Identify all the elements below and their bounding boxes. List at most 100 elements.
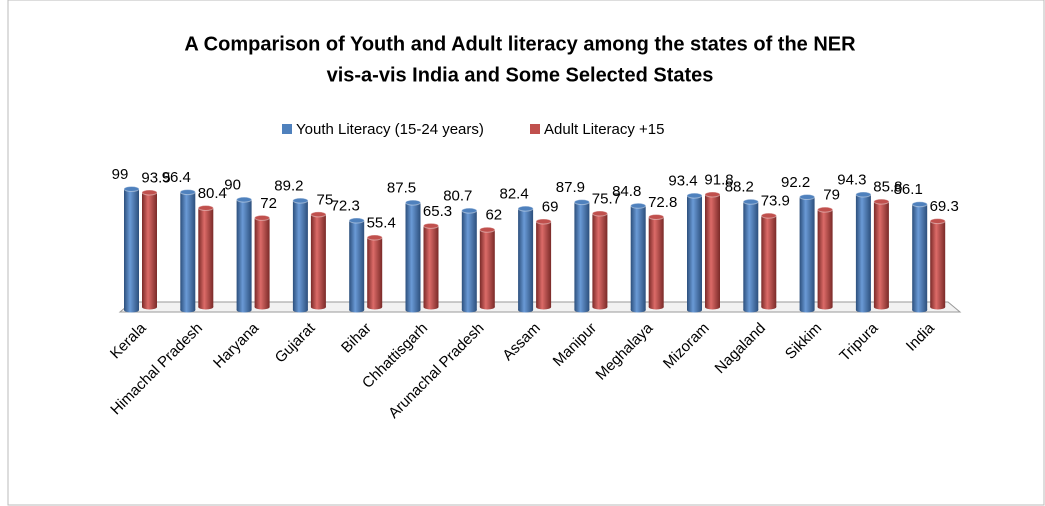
bar-top [310,211,327,218]
bar-top [648,213,665,220]
bar [592,213,608,307]
bar-base [761,304,777,310]
data-label: 72 [260,195,277,212]
legend-label: Adult Literacy +15 [544,121,665,138]
data-label: 82.4 [499,186,528,203]
data-label: 89.2 [274,178,303,195]
bar-base [124,307,139,313]
bar-base [912,307,928,313]
bar-base [180,307,196,313]
data-label: 65.3 [423,203,452,220]
data-label: 92.2 [781,174,810,191]
x-tick-label: Kerala [107,319,150,362]
x-tick-label: Meghalaya [592,319,656,383]
data-label: 86.1 [894,181,923,198]
bar-top [760,212,777,219]
bar-base [405,307,421,313]
bar-top [817,206,834,213]
bar [855,194,871,310]
data-label: 93.5 [141,169,170,186]
bar-top [236,196,253,203]
bar-base [817,304,833,310]
bar-top [855,191,872,198]
bar-base [648,304,664,310]
data-label: 87.9 [556,179,585,196]
bar [630,205,646,310]
x-tick-label: Gujarat [272,319,319,366]
legend-swatch [282,124,292,134]
bar-top [123,186,140,192]
data-label: 96.4 [162,169,191,186]
bar-base [873,304,889,310]
bar [142,192,157,307]
bar-base [254,304,270,310]
bar-base [743,307,759,313]
bar-top [517,205,534,212]
bar-base [198,304,214,310]
data-label: 91.8 [704,171,733,188]
data-label: 99 [112,166,129,183]
bar-top [704,191,721,198]
data-label: 75.7 [592,191,621,208]
x-tick-label: India [903,319,938,354]
bar [912,204,928,310]
bar-top [742,198,759,205]
bar-top [405,199,421,206]
data-label: 93.4 [668,173,697,190]
chart-frame [7,0,1045,506]
x-tick-label: Bihar [338,320,375,357]
bar-base [687,307,702,313]
bar [873,201,889,307]
bar-top [141,189,158,196]
data-label: 80.4 [198,185,227,202]
bar [518,208,534,310]
bar-top [423,222,439,229]
bar-base [310,304,326,310]
bar-base [705,304,720,310]
bar-base [461,307,477,313]
bar-base [292,307,308,313]
bar [349,220,365,310]
bar [479,229,495,307]
data-label: 69.3 [930,198,959,215]
bar-top [873,198,890,205]
data-label: 85.8 [873,179,902,196]
data-label: 79 [823,187,840,204]
bar-base [479,304,495,310]
bar-base [855,307,871,313]
bar [236,199,252,310]
bar-base [349,307,365,313]
bar [648,216,664,307]
bar-base [799,307,815,313]
legend-swatch [530,124,540,134]
bar [310,214,326,307]
bar-top [799,194,816,201]
bar [761,215,777,307]
bar [461,210,477,310]
data-label: 87.5 [387,180,416,197]
data-label: 72.3 [331,198,360,215]
bar-base [592,304,608,310]
bar [799,197,815,310]
bar-top [366,234,383,241]
bar [743,201,759,310]
data-label: 80.7 [443,188,472,205]
bar [574,202,590,310]
bar [180,192,196,310]
bar [198,207,214,307]
chart-title: A Comparison of Youth and Adult literacy… [184,33,856,55]
bar-base [236,307,252,313]
bar-base [630,307,646,313]
bar-top [254,214,271,221]
bar [423,225,439,307]
bar-base [142,304,157,310]
bar [687,195,702,310]
data-label: 55.4 [367,214,396,231]
data-label: 62 [485,207,502,224]
bar [536,221,552,307]
x-tick-label: Tripura [836,319,882,365]
bar [292,200,308,310]
data-label: 88.2 [725,179,754,196]
bar [254,217,270,307]
